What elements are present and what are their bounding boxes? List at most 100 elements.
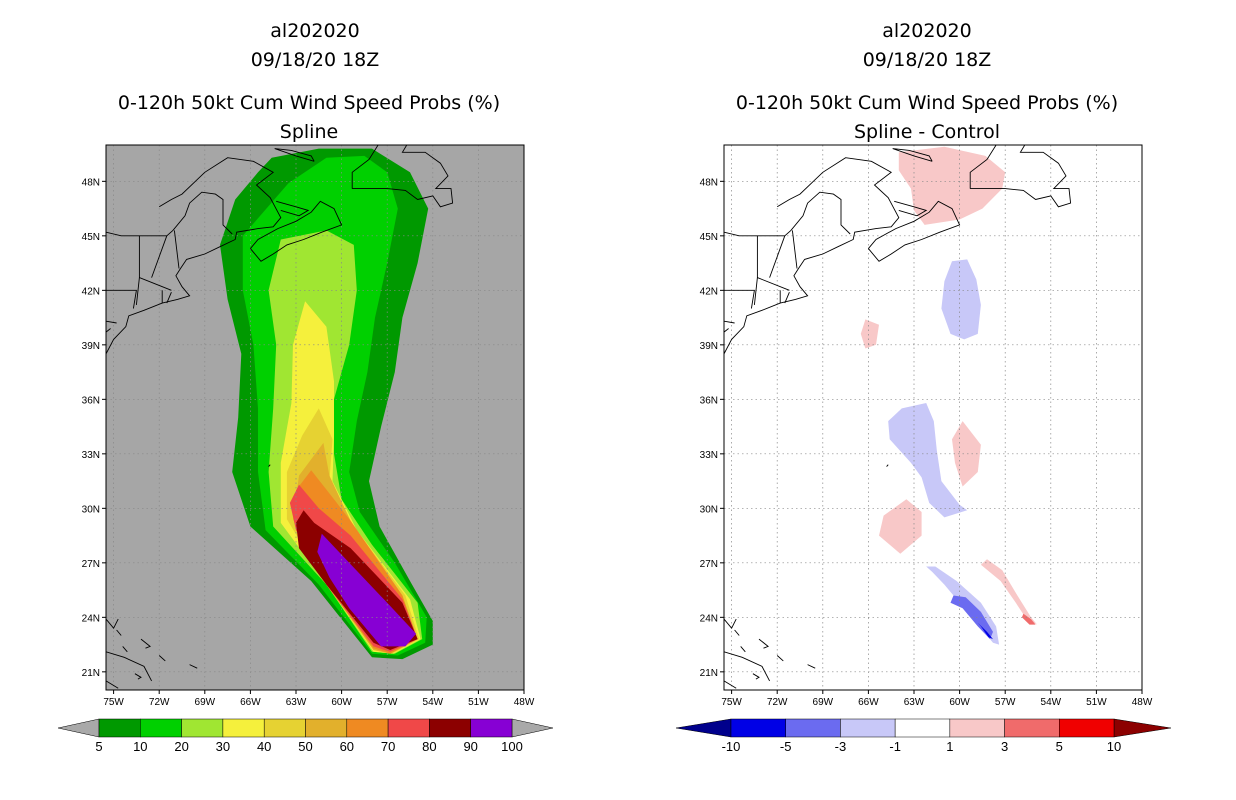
right-panel: al202020 09/18/20 18Z 0-120h 50kt Cum Wi… — [675, 20, 1172, 754]
left-coastline — [106, 289, 137, 309]
left-coastline — [106, 618, 119, 630]
diff-region-pos1 — [980, 559, 1038, 625]
right-coastline — [740, 646, 746, 653]
left-y-tick-label: 27N — [82, 559, 100, 570]
left-y-tick-label: 30N — [82, 504, 100, 515]
colorbar-swatch-10 — [140, 718, 182, 738]
right-y-tick-label: 45N — [700, 232, 718, 243]
right-coastline — [791, 230, 798, 269]
right-y-tick-label: 30N — [700, 504, 718, 515]
diff-region-neg1 — [941, 259, 981, 340]
diff-region-pos1 — [952, 421, 981, 487]
colorbar-swatch-90 — [470, 718, 513, 738]
left-coastline — [276, 200, 310, 217]
left-x-tick-label: 72W — [149, 697, 170, 708]
right-coastline — [752, 673, 760, 680]
right-coastline — [724, 680, 737, 689]
left-coastline — [106, 651, 152, 682]
right-coastline — [807, 664, 816, 669]
left-coastline — [274, 148, 315, 162]
left-coastline — [106, 157, 282, 355]
right-y-tick-label: 21N — [700, 668, 718, 679]
left-title-method: Spline — [280, 121, 338, 143]
colorbar-label: 5 — [1056, 739, 1063, 754]
left-title-date: 09/18/20 18Z — [251, 49, 380, 71]
left-y-tick-label: 33N — [82, 450, 100, 461]
right-y-tick-label: 33N — [700, 450, 718, 461]
contour-90pct — [317, 533, 417, 647]
right-y-tick-label: 24N — [700, 613, 718, 624]
right-y-tick-label: 36N — [700, 395, 718, 406]
left-coastlines — [106, 145, 454, 689]
right-coastline — [894, 200, 928, 217]
right-y-tick-label: 42N — [700, 286, 718, 297]
colorbar-swatch — [840, 718, 896, 738]
right-coastlines — [724, 145, 1072, 689]
right-coastline — [886, 464, 889, 467]
colorbar-swatch-50 — [305, 718, 348, 738]
left-title-product: 0-120h 50kt Cum Wind Speed Probs (%) — [118, 92, 500, 114]
left-coastline — [106, 320, 117, 324]
left-map-frame — [105, 144, 525, 691]
right-coastline — [734, 629, 740, 636]
right-coastline — [776, 655, 784, 662]
left-x-tick-label: 54W — [423, 697, 444, 708]
left-coastline — [268, 464, 271, 467]
colorbar-label: 70 — [381, 739, 395, 754]
left-coastline — [122, 646, 128, 653]
colorbar-label: -3 — [835, 739, 847, 754]
left-y-tick-label: 24N — [82, 613, 100, 624]
left-x-tick-label: 66W — [240, 697, 261, 708]
left-x-tick-label: 69W — [195, 697, 216, 708]
left-x-tick-label: 63W — [286, 697, 307, 708]
left-coastline — [116, 629, 122, 636]
colorbar-label: 80 — [422, 739, 436, 754]
diff-region-pos3 — [1021, 613, 1036, 625]
right-title-method: Spline - Control — [854, 121, 1000, 143]
colorbar-right-end — [1113, 718, 1172, 738]
left-x-tick-label: 51W — [468, 697, 489, 708]
colorbar-label: 30 — [216, 739, 230, 754]
right-y-tick-label: 27N — [700, 559, 718, 570]
right-colorbar: -10 -5 -3 -1 1 3 5 10 — [675, 718, 1172, 754]
left-x-tick-label: 60W — [331, 697, 352, 708]
right-title-storm: al202020 — [882, 20, 971, 42]
right-coastline — [892, 148, 933, 162]
colorbar-left-end — [675, 718, 732, 738]
right-coastline — [724, 157, 900, 355]
right-x-tick-label: 72W — [767, 697, 788, 708]
right-y-tick-label: 39N — [700, 341, 718, 352]
right-x-tick-label: 69W — [813, 697, 834, 708]
right-x-tick-label: 57W — [995, 697, 1016, 708]
colorbar-swatch-60 — [346, 718, 389, 738]
colorbar-swatch-5 — [98, 718, 141, 738]
left-coastline — [139, 277, 172, 291]
right-coastline — [724, 289, 755, 309]
left-y-tick-label: 42N — [82, 286, 100, 297]
colorbar-swatch — [785, 718, 841, 738]
left-coastline — [106, 191, 233, 237]
right-y-tick-label: 48N — [700, 177, 718, 188]
colorbar-swatch-30 — [222, 718, 265, 738]
colorbar-label: -5 — [780, 739, 792, 754]
colorbar-left-end — [57, 718, 100, 738]
right-coastline — [868, 200, 961, 262]
left-coastline — [173, 230, 180, 269]
right-title-date: 09/18/20 18Z — [863, 49, 992, 71]
colorbar-label: 50 — [298, 739, 312, 754]
colorbar-label: 5 — [95, 739, 102, 754]
right-x-tick-label: 75W — [721, 697, 742, 708]
right-coastline — [769, 235, 786, 278]
colorbar-swatch — [1059, 718, 1115, 738]
colorbar-swatch-40 — [263, 718, 306, 738]
left-y-tick-label: 45N — [82, 232, 100, 243]
right-x-tick-label: 63W — [904, 697, 925, 708]
right-coastline — [758, 638, 769, 649]
left-title-storm: al202020 — [270, 20, 359, 42]
right-coastline — [724, 320, 735, 324]
colorbar-right-end — [511, 718, 554, 738]
colorbar-swatch — [894, 718, 951, 738]
left-y-tick-label: 21N — [82, 668, 100, 679]
left-y-tick-label: 36N — [82, 395, 100, 406]
